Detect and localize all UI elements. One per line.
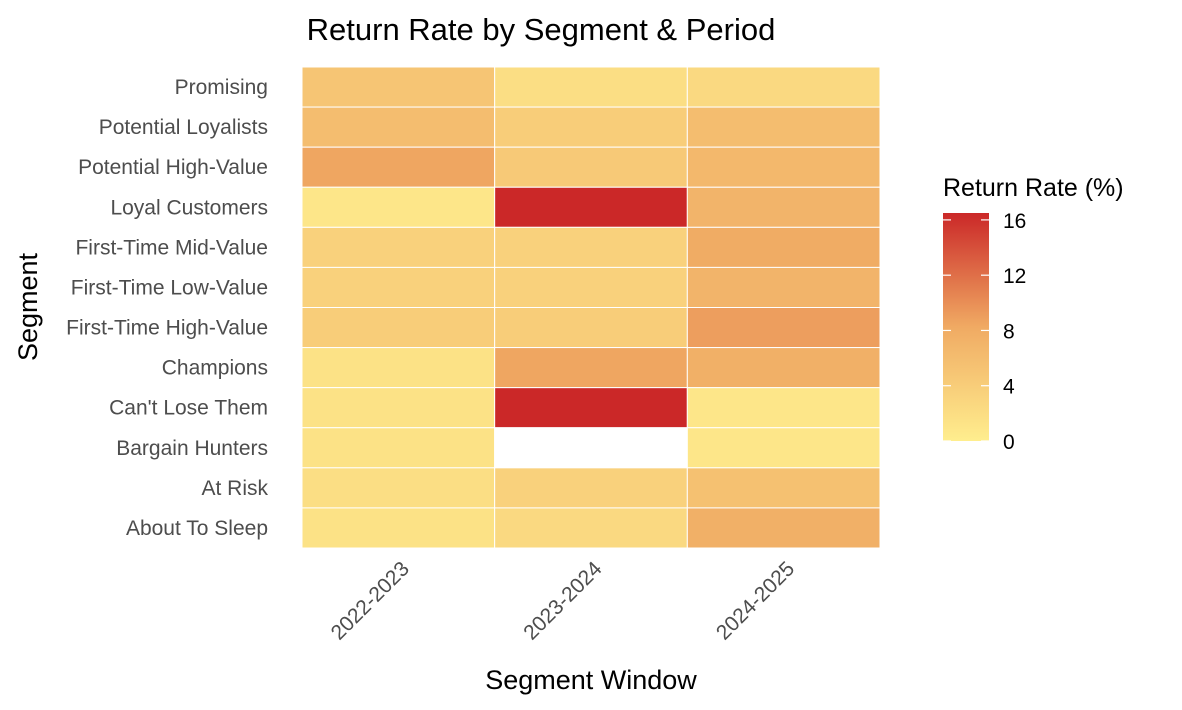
heatmap-cell	[494, 266, 688, 308]
y-tick-label: Potential High-Value	[78, 156, 268, 179]
heatmap-cell	[301, 347, 496, 389]
heatmap-cell	[301, 66, 496, 108]
heatmap-cell	[686, 146, 881, 188]
x-tick-label: 2024-2025	[712, 557, 799, 644]
x-axis-tick-labels: 2022-2023 2023-2024 2024-2025	[327, 557, 800, 645]
heatmap-cell	[494, 226, 688, 268]
heatmap-cell	[494, 307, 688, 349]
y-tick-label: Can't Lose Them	[109, 397, 268, 420]
heatmap-cell	[686, 307, 881, 349]
heatmap-cell	[686, 226, 881, 268]
legend-tick-label: 8	[1003, 320, 1015, 343]
heatmap-cell	[301, 387, 496, 429]
heatmap-cell	[686, 347, 881, 389]
heatmap-cell	[494, 106, 688, 148]
y-tick-label: Promising	[175, 76, 268, 99]
heatmap-cell	[494, 507, 688, 549]
heatmap-cell	[494, 146, 688, 188]
y-tick-label: First-Time Low-Value	[71, 276, 268, 299]
y-axis-tick-labels: Promising Potential Loyalists Potential Hi…	[66, 76, 268, 540]
legend-ticks: 0 4 8 12 16	[943, 210, 1026, 454]
heatmap-cell	[494, 387, 688, 429]
heatmap-cell	[301, 146, 496, 188]
y-tick-label: Champions	[162, 357, 268, 380]
heatmap-cell	[301, 266, 496, 308]
legend-tick-label: 4	[1003, 376, 1015, 399]
heatmap-cell	[301, 507, 496, 549]
heatmap-cell	[686, 387, 881, 429]
heatmap-cell	[686, 66, 881, 108]
y-tick-label: Potential Loyalists	[99, 116, 268, 139]
heatmap-cell	[301, 307, 496, 349]
x-tick-label: 2023-2024	[519, 557, 607, 645]
legend-title: Return Rate (%)	[943, 174, 1124, 202]
heatmap-cell	[494, 427, 688, 469]
heatmap-cell	[494, 347, 688, 389]
chart-title: Return Rate by Segment & Period	[307, 12, 776, 47]
heatmap-cell	[494, 467, 688, 509]
heatmap-cell	[686, 507, 881, 549]
heatmap-cell	[686, 106, 881, 148]
y-tick-label: Loyal Customers	[110, 196, 268, 219]
legend-tick-label: 16	[1003, 210, 1026, 233]
heatmap-cell	[301, 427, 496, 469]
heatmap-cell	[301, 106, 496, 148]
legend-tick-label: 12	[1003, 265, 1026, 288]
y-tick-label: Bargain Hunters	[116, 437, 268, 460]
legend-colorbar	[943, 213, 989, 441]
heatmap-cells	[301, 66, 881, 549]
legend-tick-label: 0	[1003, 431, 1015, 454]
y-tick-label: First-Time Mid-Value	[75, 236, 268, 259]
heatmap-cell	[686, 186, 881, 228]
heatmap-cell	[686, 266, 881, 308]
heatmap-cell	[686, 427, 881, 469]
y-tick-label: First-Time High-Value	[66, 317, 268, 340]
y-axis-title: Segment	[13, 252, 43, 361]
y-tick-label: At Risk	[201, 477, 268, 500]
heatmap-cell	[494, 186, 688, 228]
x-tick-label: 2022-2023	[327, 557, 414, 644]
x-axis-title: Segment Window	[485, 665, 697, 695]
heatmap-cell	[301, 186, 496, 228]
heatmap-cell	[301, 467, 496, 509]
heatmap-cell	[301, 226, 496, 268]
y-tick-label: About To Sleep	[126, 517, 268, 540]
heatmap-cell	[494, 66, 688, 108]
heatmap-cell	[686, 467, 881, 509]
